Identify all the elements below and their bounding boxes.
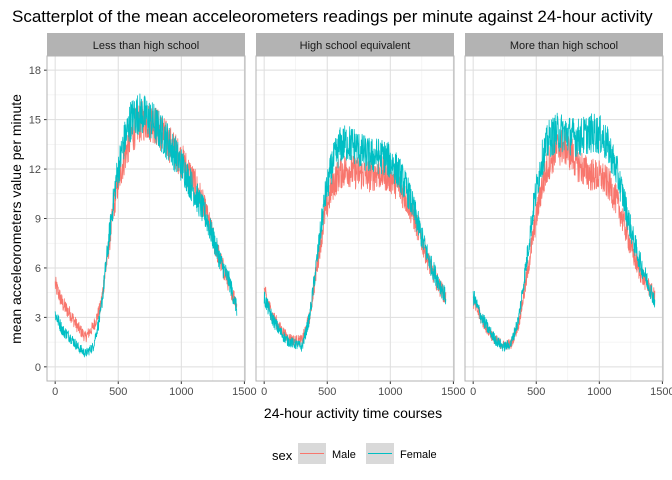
x-axis-title: 24-hour activity time courses (264, 405, 442, 421)
facet-strip-label: Less than high school (93, 40, 199, 52)
facet-panels: Less than high school 0 3 6 9 12 15 18 0 500 1000 1… (29, 33, 672, 398)
x-tick-label: 0 (261, 386, 267, 398)
x-tick-label: 1000 (587, 386, 611, 398)
x-tick-label: 0 (52, 386, 58, 398)
facet-panel: Less than high school 0 3 6 9 12 15 18 0 500 1000 1… (29, 33, 257, 398)
facet-strip (465, 33, 663, 56)
legend-title: sex (272, 448, 293, 463)
series-line-male (54, 100, 238, 343)
y-tick-label: 12 (29, 164, 41, 176)
x-tick-label: 1500 (650, 386, 672, 398)
panel-border (255, 55, 455, 382)
legend: sex Male Female (272, 443, 437, 464)
y-tick-label: 3 (35, 312, 41, 324)
facet-strip-label: High school equivalent (300, 40, 411, 52)
panel-border (46, 55, 246, 382)
facet-panel: More than high school 0 500 1000 1500 (464, 33, 672, 398)
chart-title: Scatterplot of the mean acceleorometers … (12, 7, 653, 26)
facet-strip (256, 33, 454, 56)
y-tick-label: 9 (35, 214, 41, 226)
x-tick-label: 0 (470, 386, 476, 398)
x-tick-label: 500 (109, 386, 127, 398)
x-tick-label: 500 (318, 386, 336, 398)
legend-label-female: Female (400, 449, 437, 461)
y-tick-label: 15 (29, 115, 41, 127)
series-line-male (472, 128, 656, 350)
legend-label-male: Male (332, 449, 356, 461)
facet-strip-label: More than high school (510, 40, 618, 52)
panel-border (464, 55, 664, 382)
series-line-female (472, 112, 656, 352)
x-tick-label: 1500 (232, 386, 256, 398)
x-tick-label: 1500 (441, 386, 465, 398)
y-axis-title: mean acceleorometers value per minute (8, 94, 24, 344)
facet-strip (47, 33, 245, 56)
y-tick-label: 18 (29, 65, 41, 77)
x-tick-label: 1000 (169, 386, 193, 398)
x-tick-label: 500 (527, 386, 545, 398)
x-tick-label: 1000 (378, 386, 402, 398)
facet-panel: High school equivalent 0 500 1000 1500 (255, 33, 466, 398)
y-tick-label: 6 (35, 263, 41, 275)
series-line-female (54, 93, 238, 358)
series-line-female (263, 125, 447, 352)
y-tick-label: 0 (35, 362, 41, 374)
